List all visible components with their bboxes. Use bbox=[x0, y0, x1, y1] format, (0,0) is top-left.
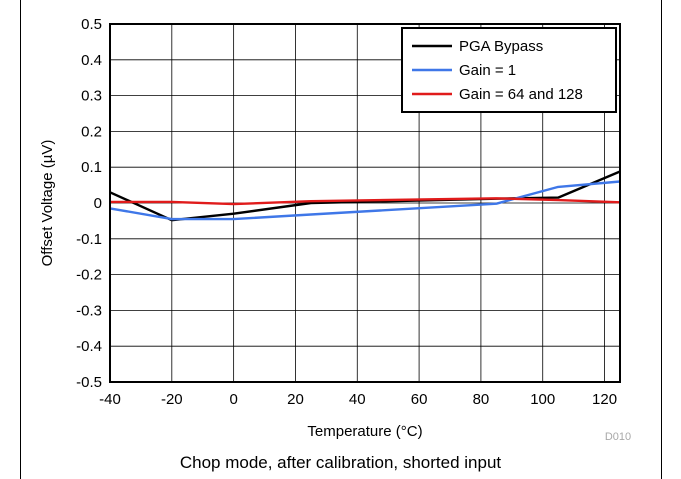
frame-left-border bbox=[20, 0, 21, 479]
figure-caption: Chop mode, after calibration, shorted in… bbox=[179, 453, 502, 472]
y-tick-label: -0.4 bbox=[76, 338, 102, 355]
y-tick-label: -0.3 bbox=[76, 302, 102, 319]
y-tick-label: -0.5 bbox=[76, 374, 102, 391]
chart: -0.5 -0.4 -0.3 -0.2 -0.1 0 0.1 0.2 0.3 0.4 0.5 -40 -… bbox=[39, 16, 631, 443]
x-tick-label: 20 bbox=[287, 391, 304, 408]
y-tick-label: -0.2 bbox=[76, 267, 102, 284]
legend: PGA Bypass Gain = 1 Gain = 64 and 128 bbox=[401, 27, 617, 113]
y-tick-label: 0.3 bbox=[81, 88, 102, 105]
figure-id-label: D010 bbox=[605, 431, 631, 443]
x-tick-label: 40 bbox=[349, 391, 366, 408]
x-tick-label: 100 bbox=[530, 391, 555, 408]
series-line-gain-64-and-128 bbox=[110, 197, 621, 206]
y-tick-label: 0.1 bbox=[81, 159, 102, 176]
y-tick-label: 0.5 bbox=[81, 16, 102, 33]
plot-frame bbox=[109, 23, 621, 383]
tick-labels: -0.5 -0.4 -0.3 -0.2 -0.1 0 0.1 0.2 0.3 0.4 0.5 -40 -… bbox=[76, 16, 617, 408]
series-line-pga-bypass bbox=[109, 170, 621, 222]
legend-label: Gain = 1 bbox=[459, 62, 516, 79]
y-tick-label: 0.2 bbox=[81, 123, 102, 140]
y-tick-label: 0.4 bbox=[81, 52, 102, 69]
y-tick-label: -0.1 bbox=[76, 231, 102, 248]
legend-label: Gain = 64 and 128 bbox=[459, 86, 583, 103]
legend-label: PGA Bypass bbox=[459, 38, 543, 55]
x-tick-label: 120 bbox=[592, 391, 617, 408]
x-tick-label: 0 bbox=[229, 391, 237, 408]
series-line-gain-1 bbox=[109, 180, 621, 221]
y-axis-label: Offset Voltage (µV) bbox=[39, 140, 56, 267]
x-tick-label: 60 bbox=[411, 391, 428, 408]
x-axis-label: Temperature (°C) bbox=[307, 423, 422, 440]
x-tick-label: 80 bbox=[473, 391, 490, 408]
x-tick-label: -20 bbox=[161, 391, 183, 408]
series-layer bbox=[109, 170, 621, 222]
frame-right-border bbox=[661, 0, 662, 479]
y-tick-label: 0 bbox=[94, 195, 102, 212]
x-tick-label: -40 bbox=[99, 391, 121, 408]
